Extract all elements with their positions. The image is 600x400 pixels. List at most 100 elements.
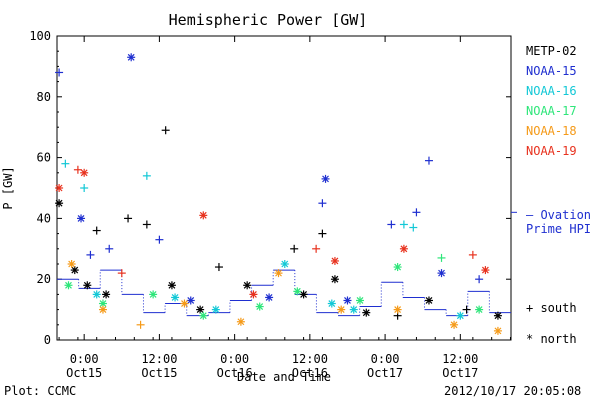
x-tick-label-time: 0:00 [371,352,400,366]
legend-entry: NOAA-18 [526,124,577,138]
data-point-north [186,296,195,305]
data-point-north [196,305,205,314]
data-point-south [73,165,82,174]
x-axis-label: Date and Time [237,370,331,384]
data-point-north [236,317,245,326]
data-point-north [171,293,180,302]
data-point-north [180,299,189,308]
data-point-north [424,296,433,305]
ovation-prime-hpi-series [57,269,511,317]
data-points [55,53,502,335]
data-point-south [462,305,471,314]
data-point-north [199,311,208,320]
x-tick-label-date: Oct17 [442,366,478,380]
data-point-south [399,220,408,229]
data-point-south [61,159,70,168]
data-point-north [493,326,502,335]
data-point-north [70,266,79,275]
y-axis: 0 20 40 60 80 100 [29,29,511,347]
data-point-south [92,226,101,235]
x-tick-label-time: 12:00 [141,352,177,366]
data-point-north [299,290,308,299]
data-point-south [86,250,95,259]
data-point-north [330,256,339,265]
x-axis: 0:00Oct1512:00Oct150:00Oct1612:00Oct160:… [58,36,511,380]
data-point-north [362,308,371,317]
data-point-south [55,68,64,77]
legend-entry: NOAA-17 [526,104,577,118]
data-point-south [409,223,418,232]
data-point-north [393,305,402,314]
x-tick-label-time: 0:00 [220,352,249,366]
legend-entry: NOAA-16 [526,84,577,98]
north-marker-legend: * north [526,332,577,346]
chart-title: Hemispheric Power [GW] [169,11,368,29]
south-marker-legend: + south [526,301,577,315]
data-point-north [167,281,176,290]
data-point-south [214,263,223,272]
data-point-south [136,320,145,329]
data-point-north [450,320,459,329]
data-point-north [67,260,76,268]
y-tick-label: 40 [37,211,51,225]
plot-credit: Plot: CCMC [4,384,76,398]
data-point-north [199,211,208,220]
data-point-north [437,269,446,278]
ovation-label-line2: Prime HPI [526,222,591,236]
data-point-north [55,184,64,192]
y-tick-label: 60 [37,151,51,165]
x-tick-label-date: Oct17 [367,366,403,380]
y-tick-label: 80 [37,90,51,104]
data-point-north [356,296,365,305]
data-point-south [468,250,477,259]
data-point-south [437,253,446,262]
x-tick-label-date: Oct16 [217,366,253,380]
data-point-north [343,296,352,305]
x-tick-label-date: Oct15 [141,366,177,380]
data-point-north [55,199,64,208]
x-tick-label-time: 0:00 [70,352,99,366]
data-point-south [142,220,151,229]
data-point-north [456,311,465,320]
data-point-north [64,281,73,290]
data-point-north [127,53,136,62]
data-point-south [124,214,133,223]
data-point-south [312,244,321,253]
data-point-south [475,275,484,284]
data-point-north [337,305,346,314]
data-point-south [161,126,170,135]
plot-timestamp: 2012/10/17 20:05:08 [444,384,581,398]
data-point-north [475,305,484,314]
legend-entry: NOAA-15 [526,64,577,78]
data-point-north [327,299,336,308]
x-tick-label-time: 12:00 [442,352,478,366]
data-point-north [321,174,330,183]
data-point-north [399,244,408,253]
data-point-north [293,287,302,296]
data-point-south [412,208,421,217]
legend: METP-02 NOAA-15 NOAA-16 NOAA-17 NOAA-18 NOAA-… [511,44,577,213]
data-point-south [155,235,164,244]
data-point-north [92,290,101,299]
data-point-north [481,266,490,275]
data-point-north [349,305,358,314]
data-point-north [149,290,158,299]
data-point-south [318,199,327,208]
data-point-south [142,171,151,180]
y-tick-label: 20 [37,272,51,286]
data-point-north [280,260,289,268]
data-point-north [80,168,89,177]
data-point-south [318,229,327,238]
data-point-south [387,220,396,229]
legend-entry: METP-02 [526,44,577,58]
x-tick-label-date: Oct15 [66,366,102,380]
data-point-north [265,293,274,302]
data-point-south [290,244,299,253]
data-point-north [77,214,86,223]
data-point-north [274,269,283,278]
data-point-north [255,302,264,311]
x-tick-label-date: Oct16 [292,366,328,380]
ovation-label-line1: – Ovation [526,208,591,222]
x-tick-label-time: 12:00 [292,352,328,366]
